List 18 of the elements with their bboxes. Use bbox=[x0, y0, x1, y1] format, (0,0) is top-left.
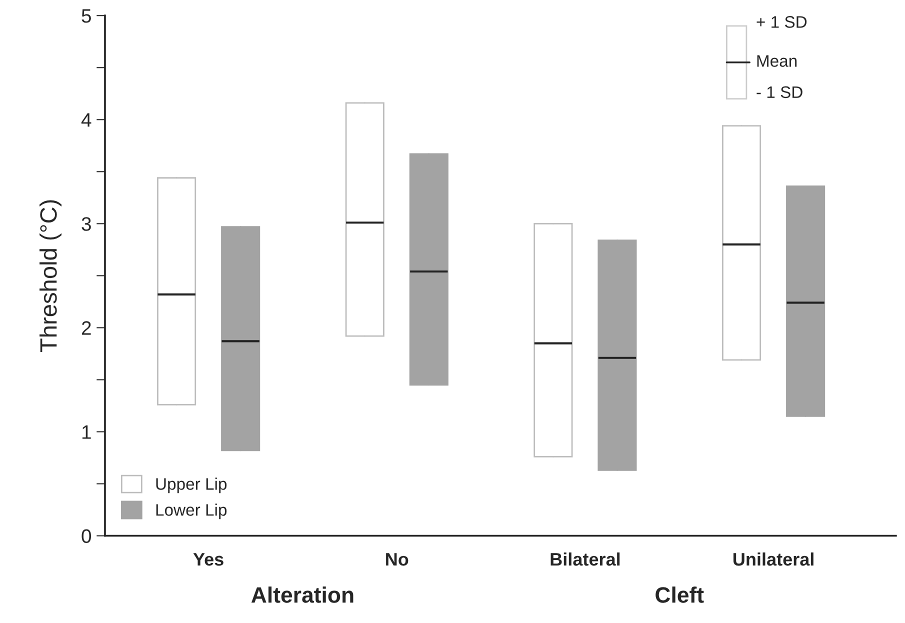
annotation: + 1 SD bbox=[756, 16, 807, 28]
text: Cleft bbox=[656, 586, 704, 603]
annotation: Mean bbox=[757, 55, 797, 67]
annotation: - 1 SD bbox=[756, 86, 802, 98]
y-axis-title: Threshold (°C) bbox=[40, 200, 62, 352]
y-tick-label: 3 bbox=[82, 217, 91, 231]
y-tick-label: 1 bbox=[82, 425, 91, 439]
legend-label: Upper Lip bbox=[156, 478, 227, 494]
x-tick-label: Bilateral bbox=[550, 552, 620, 566]
text: Alteration bbox=[251, 586, 354, 603]
x-tick-label: Yes bbox=[193, 553, 224, 566]
x-tick-label: No bbox=[386, 553, 408, 566]
legend-label: Lower Lip bbox=[156, 504, 227, 520]
x-tick-label: Unilateral bbox=[733, 552, 814, 566]
y-tick-label: 2 bbox=[82, 321, 91, 335]
y-tick-label: 0 bbox=[82, 529, 92, 544]
y-tick-label: 5 bbox=[82, 9, 91, 23]
y-tick-label: 4 bbox=[81, 113, 92, 127]
